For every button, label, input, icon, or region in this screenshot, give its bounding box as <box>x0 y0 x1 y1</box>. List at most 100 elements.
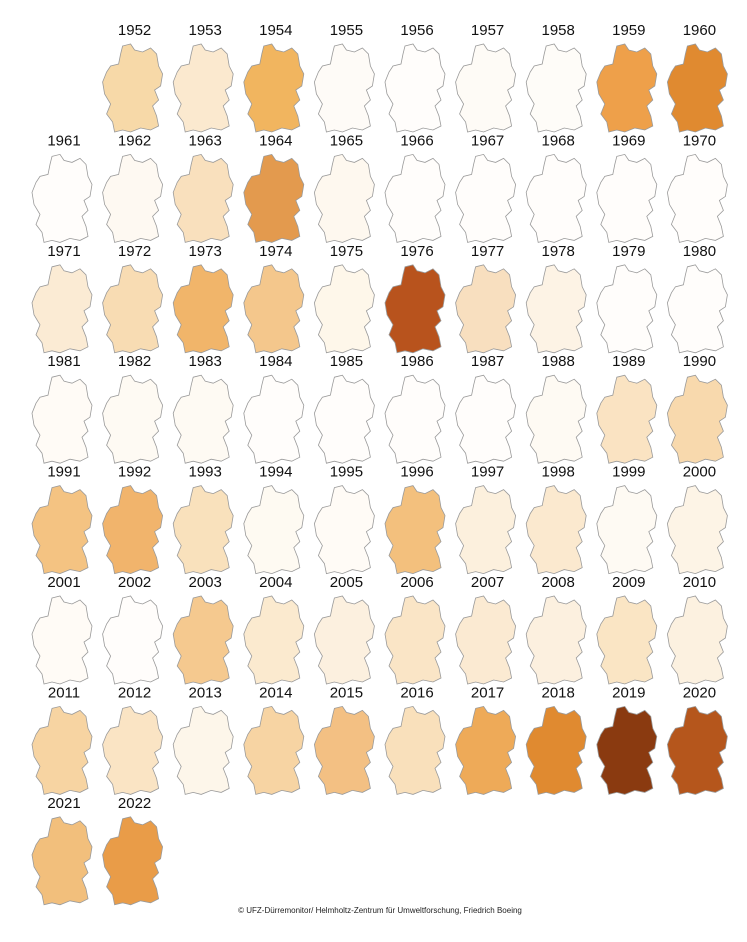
map-cell <box>456 265 516 353</box>
germany-map <box>526 486 586 574</box>
germany-map <box>597 154 657 242</box>
year-label: 1959 <box>612 22 645 39</box>
year-label: 1955 <box>330 22 363 39</box>
map-cell <box>103 265 163 353</box>
germany-map <box>103 817 163 905</box>
germany-map <box>103 265 163 353</box>
year-label: 2017 <box>471 684 504 701</box>
map-cell <box>314 44 374 132</box>
germany-map <box>314 375 374 463</box>
year-label: 1994 <box>259 464 292 481</box>
germany-map <box>244 44 304 132</box>
year-label: 2009 <box>612 574 645 591</box>
year-label: 1972 <box>118 243 151 260</box>
year-label: 2002 <box>118 574 151 591</box>
year-label: 2004 <box>259 574 292 591</box>
year-label: 1999 <box>612 464 645 481</box>
year-label: 1977 <box>471 243 504 260</box>
year-label: 1957 <box>471 22 504 39</box>
germany-map <box>173 596 233 684</box>
germany-map <box>314 486 374 574</box>
germany-map <box>314 265 374 353</box>
germany-map <box>526 706 586 794</box>
germany-map <box>385 154 445 242</box>
germany-map <box>456 375 516 463</box>
germany-map <box>244 375 304 463</box>
germany-map <box>526 265 586 353</box>
map-cell <box>667 596 727 684</box>
year-label: 1980 <box>683 243 716 260</box>
germany-map <box>526 596 586 684</box>
year-label: 2007 <box>471 574 504 591</box>
credit: © UFZ-Dürremonitor/ Helmholtz-Zentrum fü… <box>238 906 522 915</box>
map-cell <box>32 596 92 684</box>
germany-map <box>597 486 657 574</box>
year-label: 2000 <box>683 464 716 481</box>
map-cell <box>314 154 374 242</box>
year-label: 1964 <box>259 132 292 149</box>
map-cell <box>173 486 233 574</box>
map-cell <box>32 817 92 905</box>
map-cell <box>314 375 374 463</box>
germany-map <box>103 486 163 574</box>
germany-map <box>103 154 163 242</box>
map-cell <box>32 154 92 242</box>
map-cell <box>526 375 586 463</box>
year-label: 1952 <box>118 22 151 39</box>
year-label: 1998 <box>542 464 575 481</box>
map-cell <box>385 375 445 463</box>
map-cell <box>667 486 727 574</box>
year-label: 1984 <box>259 353 292 370</box>
map-cell <box>103 817 163 905</box>
year-label: 1963 <box>189 132 222 149</box>
map-cell <box>385 44 445 132</box>
germany-map <box>173 44 233 132</box>
year-label: 2020 <box>683 684 716 701</box>
germany-map <box>597 706 657 794</box>
map-cell <box>173 706 233 794</box>
map-cell <box>314 486 374 574</box>
year-label: 2010 <box>683 574 716 591</box>
year-label: 1974 <box>259 243 292 260</box>
map-cell <box>173 44 233 132</box>
map-cell <box>244 44 304 132</box>
year-label: 1976 <box>400 243 433 260</box>
map-cell <box>526 265 586 353</box>
map-cell <box>173 265 233 353</box>
year-label: 2011 <box>48 684 80 701</box>
germany-map <box>314 706 374 794</box>
germany-map <box>597 375 657 463</box>
germany-map <box>385 265 445 353</box>
map-cell <box>385 706 445 794</box>
germany-map <box>667 375 727 463</box>
year-label: 2001 <box>47 574 80 591</box>
year-label: 1983 <box>189 353 222 370</box>
germany-map <box>244 486 304 574</box>
year-label: 1978 <box>542 243 575 260</box>
germany-map <box>385 706 445 794</box>
map-cell <box>597 44 657 132</box>
year-label: 1981 <box>47 353 80 370</box>
map-cell <box>597 154 657 242</box>
map-cell <box>314 596 374 684</box>
year-label: 2015 <box>330 684 363 701</box>
year-label: 1989 <box>612 353 645 370</box>
germany-map <box>597 265 657 353</box>
map-cell <box>173 596 233 684</box>
germany-map <box>597 44 657 132</box>
map-cell <box>103 486 163 574</box>
germany-map <box>32 154 92 242</box>
germany-map <box>173 375 233 463</box>
year-label: 1956 <box>400 22 433 39</box>
germany-map <box>597 596 657 684</box>
map-cell <box>526 154 586 242</box>
year-label: 1965 <box>330 132 363 149</box>
map-cell <box>244 154 304 242</box>
map-cell <box>597 706 657 794</box>
year-label: 1953 <box>189 22 222 39</box>
map-cell <box>314 265 374 353</box>
map-cell <box>32 265 92 353</box>
map-cell <box>244 265 304 353</box>
germany-map <box>667 596 727 684</box>
germany-map <box>385 375 445 463</box>
